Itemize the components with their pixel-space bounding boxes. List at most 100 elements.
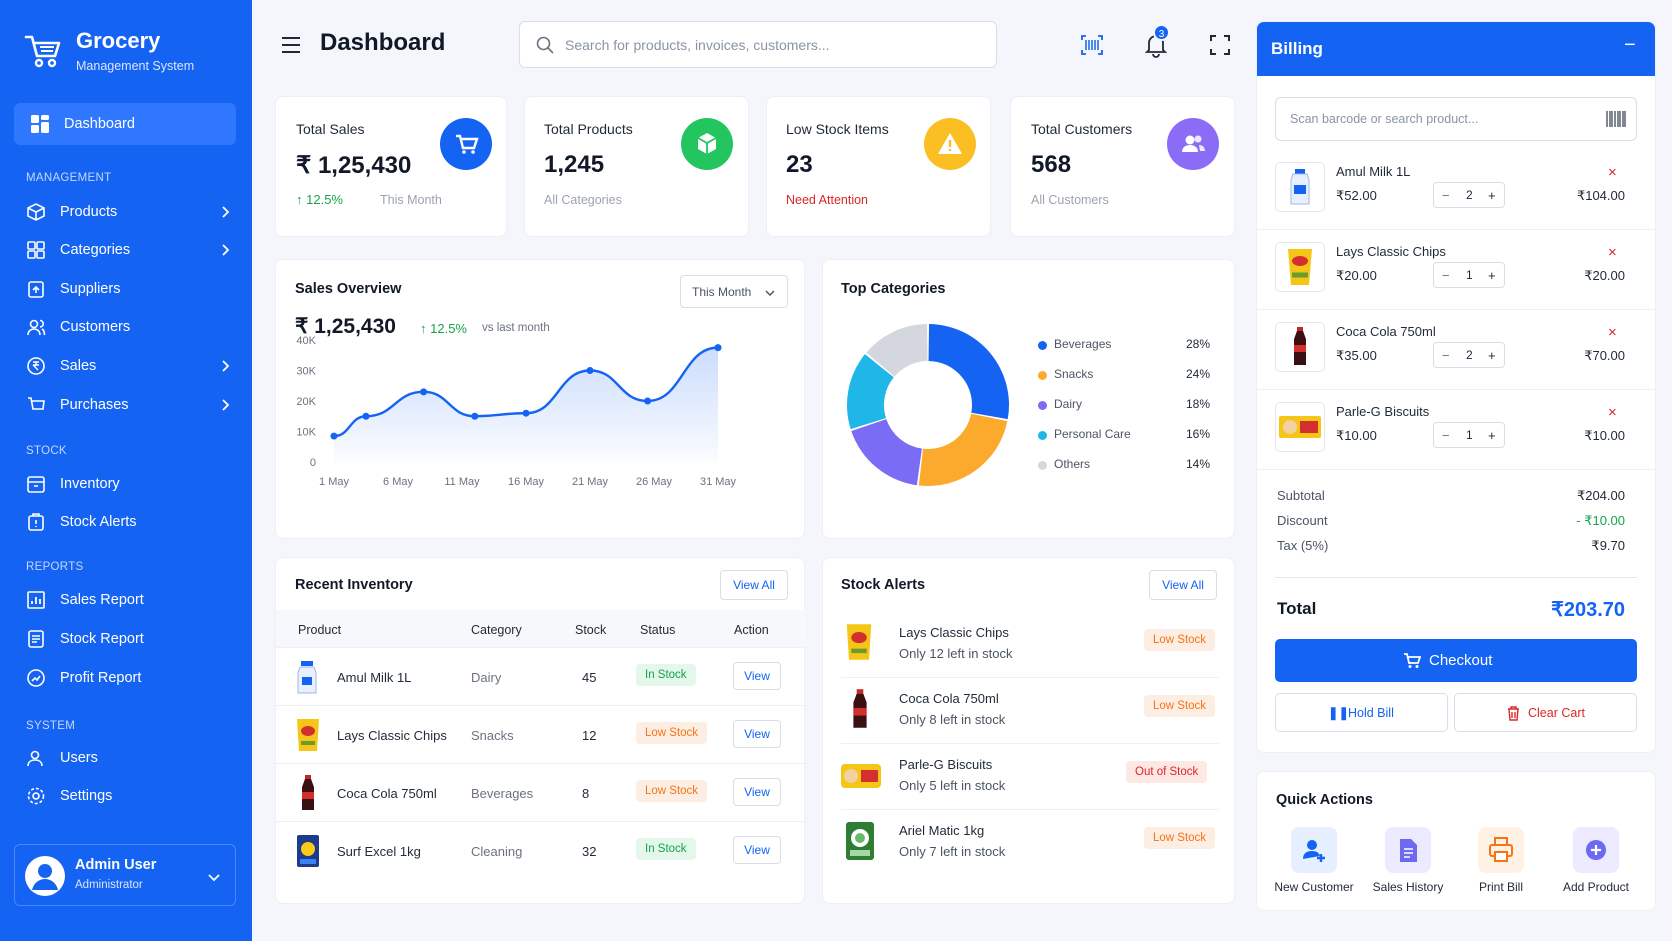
stat-sub: All Customers — [1031, 193, 1109, 207]
sidebar-item-profit-report[interactable]: Profit Report — [26, 665, 232, 691]
sidebar-item-products[interactable]: Products — [26, 199, 232, 225]
cell-stock: 8 — [582, 786, 590, 801]
qty-minus-button[interactable]: − — [1442, 188, 1450, 203]
sales-overview-value: ₹ 1,25,430 — [295, 315, 396, 338]
bill-item-price: ₹10.00 — [1336, 428, 1377, 443]
tax-value: ₹9.70 — [1591, 538, 1625, 553]
cola-product-thumbnail — [853, 689, 867, 728]
billing-header — [1257, 22, 1655, 76]
sales-line-chart: 0 10K 20K 30K 40K 1 May 6 May 11 May 16 May 21 Ma… — [296, 335, 736, 488]
collapse-button[interactable]: − — [1624, 34, 1636, 56]
hold-bill-button[interactable]: ❚❚ Hold Bill — [1275, 693, 1448, 732]
stat-change-value: 12.5% — [306, 192, 343, 207]
sidebar-item-dashboard[interactable] — [14, 103, 236, 145]
quantity-stepper[interactable]: − 2 + — [1433, 342, 1505, 368]
sidebar-item-stock-report[interactable]: Stock Report — [26, 626, 232, 652]
user-menu[interactable]: Admin User Administrator — [14, 844, 236, 906]
alerts-view-all-button[interactable]: View All — [1149, 570, 1217, 600]
sidebar-item-users[interactable]: Users — [26, 745, 232, 771]
category-donut-chart — [847, 324, 1009, 486]
search-placeholder: Search for products, invoices, customers… — [565, 37, 830, 53]
sidebar-item-purchases[interactable]: Purchases — [26, 392, 232, 418]
status-badge: In Stock — [636, 664, 696, 686]
stock-alerts-title: Stock Alerts — [841, 577, 926, 593]
sidebar-item-suppliers[interactable]: Suppliers — [26, 276, 232, 302]
sidebar-item-inventory[interactable]: Inventory — [26, 471, 232, 497]
remove-item-icon[interactable]: × — [1608, 244, 1617, 261]
legend-label: Others — [1054, 457, 1091, 471]
remove-item-icon[interactable]: × — [1608, 404, 1617, 421]
sidebar-label: Customers — [60, 319, 131, 335]
chevron-down-icon — [765, 290, 775, 297]
qty-value: 2 — [1466, 188, 1473, 202]
sidebar-item-sales[interactable]: Sales — [26, 353, 232, 379]
new-customer-icon[interactable] — [1291, 827, 1337, 873]
quick-actions-card: Quick Actions New Customer Sales History… — [1256, 771, 1656, 911]
qty-minus-button[interactable]: − — [1442, 428, 1450, 443]
barcode-icon[interactable] — [1606, 110, 1626, 128]
sidebar-label: Suppliers — [60, 281, 121, 297]
qty-plus-button[interactable]: + — [1488, 428, 1496, 443]
stat-card-total-sales: Total Sales ₹ 1,25,430 ↑ 12.5% This Mont… — [275, 96, 507, 237]
barcode-scan-icon[interactable] — [1080, 33, 1104, 57]
qty-value: 1 — [1466, 428, 1473, 442]
sales-point — [362, 412, 370, 420]
sidebar-item-categories[interactable]: Categories — [26, 237, 232, 263]
print-bill-icon[interactable] — [1478, 827, 1524, 873]
quantity-stepper[interactable]: − 1 + — [1433, 262, 1505, 288]
search-icon — [536, 36, 554, 54]
sidebar-item-sales-report[interactable]: Sales Report — [26, 587, 232, 613]
cell-product: Coca Cola 750ml — [337, 786, 437, 801]
sidebar-item-dashboard-content[interactable]: Dashboard — [30, 111, 236, 137]
donut-slice-snacks — [918, 413, 1008, 486]
col-header-action: Action — [734, 623, 769, 637]
qty-plus-button[interactable]: + — [1488, 268, 1496, 283]
quantity-stepper[interactable]: − 1 + — [1433, 422, 1505, 448]
billing-search-input[interactable]: Scan barcode or search product... — [1275, 97, 1637, 141]
search-input[interactable]: Search for products, invoices, customers… — [519, 21, 997, 68]
remove-item-icon[interactable]: × — [1608, 164, 1617, 181]
view-button[interactable]: View — [733, 778, 781, 806]
cell-category: Cleaning — [471, 844, 523, 859]
bill-item-total: ₹104.00 — [1576, 188, 1625, 203]
period-select[interactable]: This Month — [680, 275, 788, 308]
sidebar-label: Purchases — [60, 397, 129, 413]
sidebar-item-stock-alerts[interactable]: Stock Alerts — [26, 509, 232, 535]
fullscreen-icon[interactable] — [1210, 35, 1230, 55]
checkout-button[interactable]: Checkout — [1275, 639, 1637, 682]
sidebar-item-settings[interactable]: Settings — [26, 783, 232, 809]
table-row: Coca Cola 750ml Beverages 8 Low Stock Vi… — [276, 763, 806, 821]
quantity-stepper[interactable]: − 2 + — [1433, 182, 1505, 208]
qty-plus-button[interactable]: + — [1488, 188, 1496, 203]
col-header-category: Category — [471, 623, 522, 637]
chevron-down-icon — [208, 874, 220, 882]
sales-history-icon[interactable] — [1385, 827, 1431, 873]
qty-plus-button[interactable]: + — [1488, 348, 1496, 363]
sales-overview-card: Sales Overview This Month ₹ 1,25,430 ↑ 1… — [275, 259, 805, 539]
col-header-stock: Stock — [575, 623, 607, 637]
alert-item-detail: Only 7 left in stock — [899, 844, 1006, 859]
qty-minus-button[interactable]: − — [1442, 268, 1450, 283]
x-tick-label: 11 May — [444, 476, 480, 488]
x-tick-label: 16 May — [508, 476, 545, 488]
hold-icon: ❚❚ — [1328, 706, 1349, 720]
view-button[interactable]: View — [733, 720, 781, 748]
menu-icon[interactable] — [281, 36, 301, 54]
clear-cart-button[interactable]: Clear Cart — [1454, 693, 1637, 732]
cart-logo-icon — [24, 35, 61, 68]
user-icon — [27, 750, 43, 767]
status-badge: Low Stock — [1144, 695, 1216, 717]
cola-product-thumbnail — [302, 775, 314, 810]
col-header-status: Status — [640, 623, 676, 637]
remove-item-icon[interactable]: × — [1608, 324, 1617, 341]
view-button[interactable]: View — [733, 836, 781, 864]
status-badge: Low Stock — [636, 722, 708, 744]
recent-inventory-card: Recent Inventory View All Product Catego… — [275, 557, 806, 904]
sidebar-item-customers[interactable]: Customers — [26, 314, 232, 340]
inventory-view-all-button[interactable]: View All — [720, 570, 788, 600]
qty-minus-button[interactable]: − — [1442, 348, 1450, 363]
cell-product: Surf Excel 1kg — [337, 844, 421, 859]
legend-dot — [1038, 341, 1047, 350]
view-button[interactable]: View — [733, 662, 781, 690]
add-product-icon[interactable] — [1573, 827, 1619, 873]
